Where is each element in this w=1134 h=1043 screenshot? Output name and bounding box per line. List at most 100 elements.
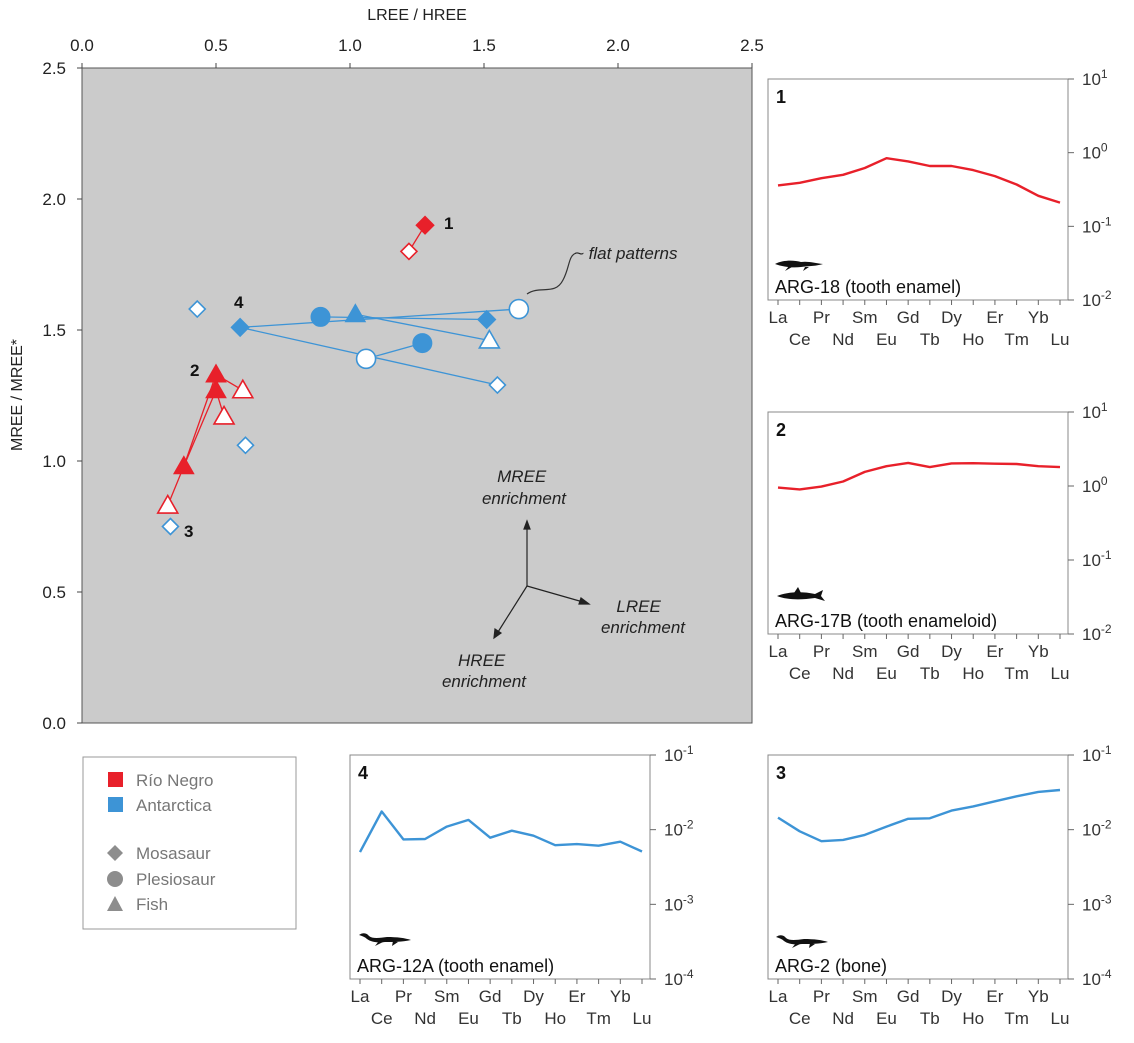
panel-x-tick-label: Sm bbox=[852, 642, 878, 661]
panel-x-tick-label: Tb bbox=[920, 664, 940, 683]
panel-x-tick-label: Ce bbox=[789, 330, 811, 349]
panel-y-tick-label: 10-1 bbox=[1082, 214, 1112, 236]
panel-x-tick-label: Ho bbox=[962, 330, 984, 349]
ree-pattern-panel-3: 10-1 10-2 10-3 10-4 La Pr Sm Gd Dy Er Yb Ce Nd Eu Tb Ho… bbox=[767, 743, 1112, 1028]
mosasaur-silhouette-icon bbox=[775, 260, 823, 271]
ree-pattern-line bbox=[777, 157, 1061, 204]
legend-rio-negro-swatch bbox=[108, 772, 123, 787]
enrichment-arrows bbox=[493, 519, 591, 640]
legend-plesiosaur-symbol bbox=[107, 871, 123, 887]
ree-pattern-line bbox=[358, 810, 643, 853]
panel-y-tick-label: 100 bbox=[1082, 141, 1108, 163]
antarctica-solid-circle-point bbox=[310, 306, 331, 327]
panel-y-tick-label: 101 bbox=[1082, 400, 1108, 422]
panel-y-tick-label: 10-4 bbox=[664, 967, 694, 989]
point-label-2: 2 bbox=[190, 361, 199, 380]
point-label-4: 4 bbox=[234, 293, 244, 312]
panel-x-tick-label: Eu bbox=[876, 330, 897, 349]
panel-y-tick-label: 10-3 bbox=[1082, 892, 1112, 914]
lree-enrichment-label: LREE enrichment bbox=[601, 597, 686, 637]
panel-x-tick-label: Tm bbox=[1004, 330, 1029, 349]
panel-frame bbox=[349, 754, 651, 980]
plesiosaur-silhouette-icon bbox=[359, 933, 411, 946]
panel-x-tick-label: Er bbox=[986, 308, 1003, 327]
panel-x-tick-label: Gd bbox=[479, 987, 502, 1006]
panel-x-tick-label: Tb bbox=[502, 1009, 522, 1028]
panel-x-tick-label: Tb bbox=[920, 1009, 940, 1028]
ree-pattern-panel-4: 10-1 10-2 10-3 10-4 La Pr Sm Gd Dy Er Yb Ce Nd Eu Tb Ho… bbox=[349, 743, 694, 1028]
legend-antarctica-swatch bbox=[108, 797, 123, 812]
y-tick-label: 1.5 bbox=[42, 321, 66, 340]
panel-x-tick-label: La bbox=[769, 642, 788, 661]
panel-x-tick-label: La bbox=[351, 987, 370, 1006]
panel-x-tick-label: Er bbox=[568, 987, 585, 1006]
panel-x-tick-label: Sm bbox=[852, 308, 878, 327]
sample-label: ARG-17B (tooth enameloid) bbox=[775, 611, 997, 631]
rio_negro-solid-diamond-point bbox=[415, 215, 435, 235]
plot-background bbox=[82, 68, 752, 723]
point-label-3: 3 bbox=[184, 522, 193, 541]
panel-x-tick-label: Ho bbox=[962, 1009, 984, 1028]
sample-label: ARG-12A (tooth enamel) bbox=[357, 956, 554, 976]
x-tick-label: 2.5 bbox=[740, 36, 764, 55]
legend-fish-label: Fish bbox=[136, 895, 168, 914]
panel-x-tick-label: Dy bbox=[523, 987, 544, 1006]
panel-x-tick-label: Nd bbox=[414, 1009, 436, 1028]
ree-pattern-panel-1: 101 100 10-1 10-2 La Pr Sm Gd Dy Er Yb Ce Nd Eu Tb Ho Tm… bbox=[767, 67, 1112, 349]
panel-y-tick-label: 10-2 bbox=[1082, 818, 1112, 840]
legend-antarctica-label: Antarctica bbox=[136, 796, 212, 815]
panel-y-tick-label: 10-1 bbox=[1082, 548, 1112, 570]
legend-plesiosaur-label: Plesiosaur bbox=[136, 870, 216, 889]
y-tick-label: 1.0 bbox=[42, 452, 66, 471]
y-axis-ticks: 0.0 0.5 1.0 1.5 2.0 2.5 bbox=[42, 59, 82, 733]
panel-x-tick-label: Lu bbox=[1051, 1009, 1070, 1028]
panel-x-tick-label: Gd bbox=[897, 987, 920, 1006]
panel-x-tick-label: Gd bbox=[897, 642, 920, 661]
antarctica-open-diamond-point bbox=[188, 299, 207, 319]
panel-number: 1 bbox=[776, 87, 786, 107]
panel-frame bbox=[767, 754, 1069, 980]
panel-x-tick-label: Eu bbox=[876, 1009, 897, 1028]
panel-x-tick-label: Gd bbox=[897, 308, 920, 327]
panel-y-tick-label: 10-2 bbox=[1082, 288, 1112, 310]
ree-pattern-panel-2: 101 100 10-1 10-2 La Pr Sm Gd Dy Er Yb Ce Nd Eu Tb Ho Tm… bbox=[767, 400, 1112, 683]
panel-x-tick-label: Ce bbox=[371, 1009, 393, 1028]
legend: Río Negro Antarctica Mosasaur Plesiosaur… bbox=[82, 756, 297, 930]
panel-y-tick-label: 10-1 bbox=[1082, 743, 1112, 765]
sample-points bbox=[156, 215, 530, 536]
main-scatter-plot: LREE / HREE MREE / MREE* 0.0 0.5 1.0 1.5 2.0… bbox=[9, 7, 764, 733]
x-tick-label: 2.0 bbox=[606, 36, 630, 55]
antarctica-open-diamond-point bbox=[488, 375, 507, 395]
point-label-1: 1 bbox=[444, 214, 453, 233]
panel-x-tick-label: Dy bbox=[941, 308, 962, 327]
y-tick-label: 2.0 bbox=[42, 190, 66, 209]
panel-x-tick-label: Eu bbox=[458, 1009, 479, 1028]
legend-mosasaur-label: Mosasaur bbox=[136, 844, 211, 863]
panel-x-tick-label: Nd bbox=[832, 330, 854, 349]
panel-number: 2 bbox=[776, 420, 786, 440]
panel-y-tick-label: 101 bbox=[1082, 67, 1108, 89]
panel-x-tick-label: Tm bbox=[1004, 664, 1029, 683]
panel-x-tick-label: Dy bbox=[941, 642, 962, 661]
x-tick-label: 1.5 bbox=[472, 36, 496, 55]
panel-y-tick-label: 10-1 bbox=[664, 743, 694, 765]
panel-y-tick-label: 10-4 bbox=[1082, 967, 1112, 989]
ree-pattern-line bbox=[777, 461, 1061, 491]
rio_negro-open-triangle-point bbox=[212, 404, 236, 425]
panel-x-tick-label: Nd bbox=[832, 664, 854, 683]
panel-x-tick-label: Pr bbox=[813, 642, 830, 661]
panel-x-tick-label: Yb bbox=[1028, 308, 1049, 327]
antarctica-solid-diamond-point bbox=[230, 317, 250, 338]
panel-frame bbox=[767, 411, 1069, 635]
panel-x-tick-label: Pr bbox=[813, 987, 830, 1006]
panel-x-tick-label: Eu bbox=[876, 664, 897, 683]
panel-x-tick-label: Lu bbox=[633, 1009, 652, 1028]
panel-y-tick-label: 10-2 bbox=[1082, 622, 1112, 644]
panel-x-tick-label: Tm bbox=[1004, 1009, 1029, 1028]
panel-x-tick-label: Tm bbox=[586, 1009, 611, 1028]
x-tick-label: 1.0 bbox=[338, 36, 362, 55]
y-tick-label: 2.5 bbox=[42, 59, 66, 78]
antarctica-open-triangle-point bbox=[477, 328, 501, 349]
panel-y-tick-label: 100 bbox=[1082, 474, 1108, 496]
